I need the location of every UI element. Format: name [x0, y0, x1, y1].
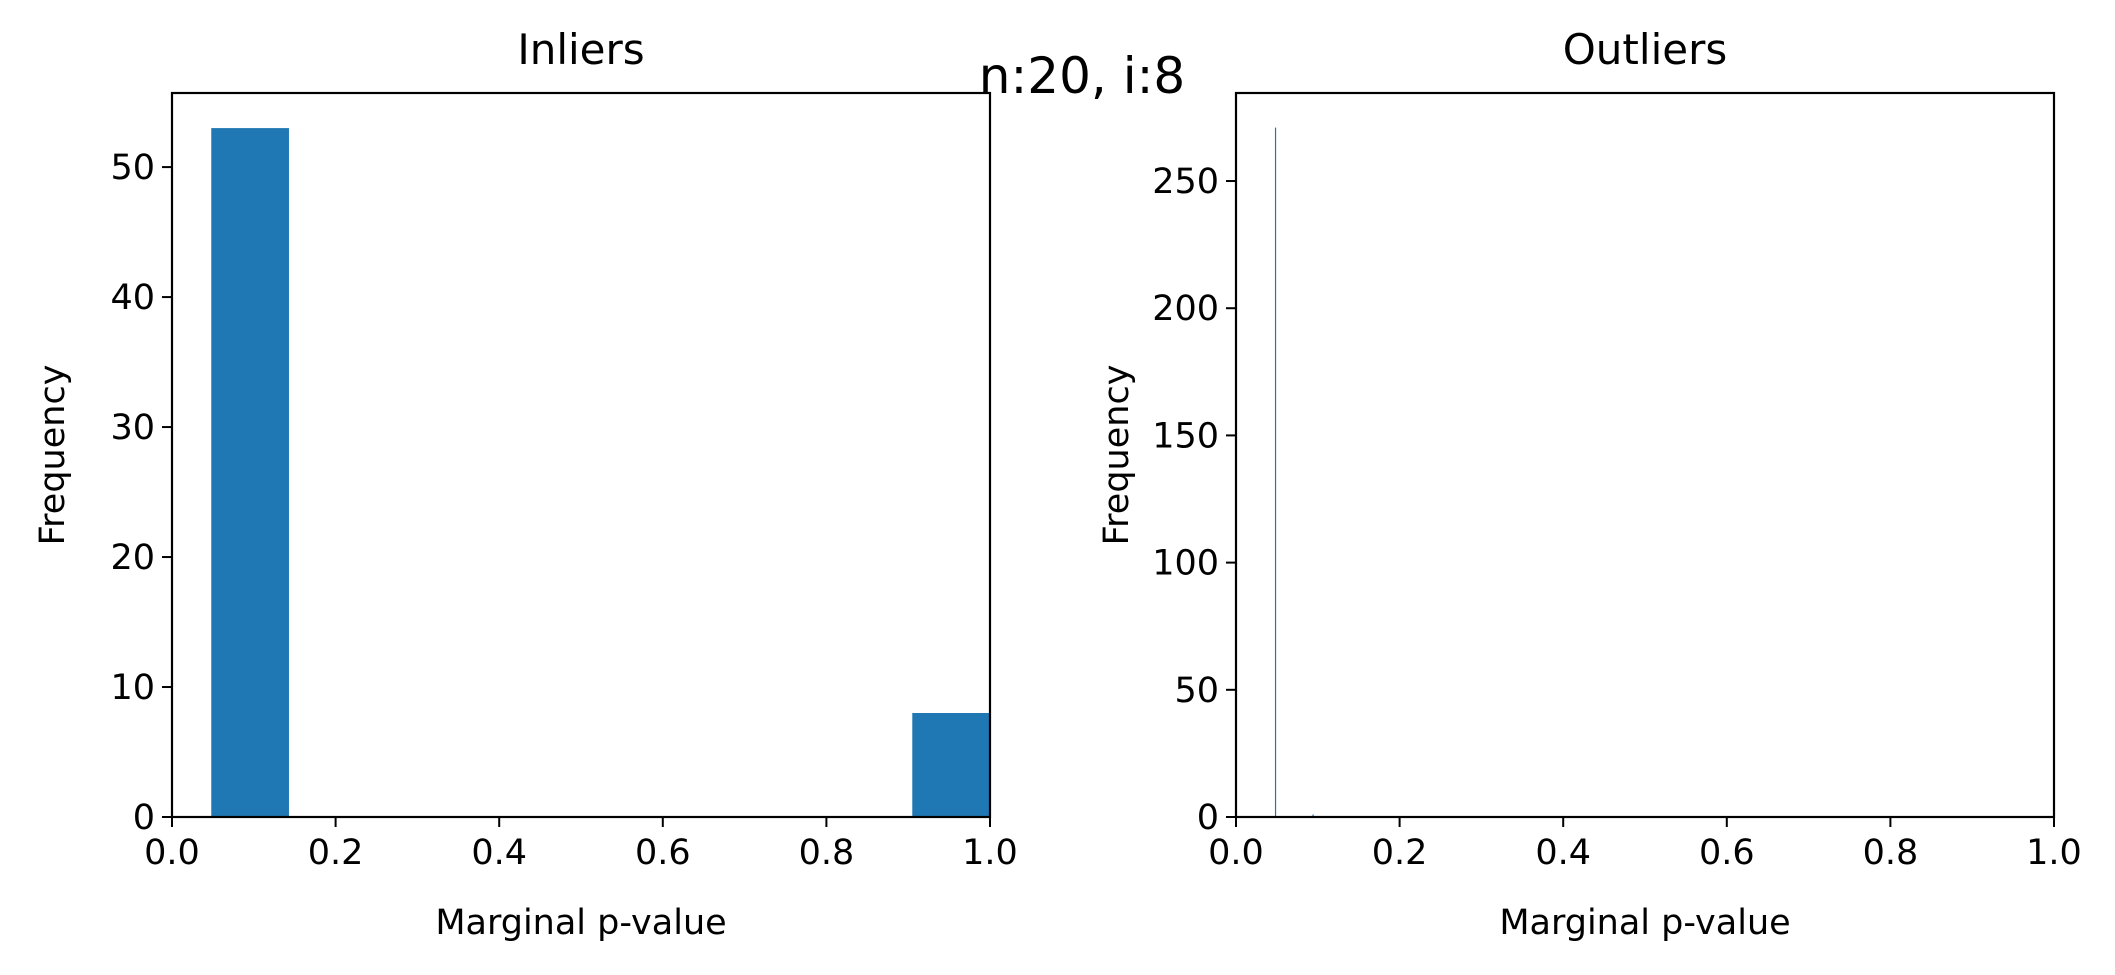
histogram-bar — [912, 713, 990, 817]
y-tick-label: 200 — [1152, 289, 1219, 329]
y-axis-label: Frequency — [33, 365, 73, 546]
x-tick-label: 0.6 — [1699, 833, 1755, 873]
x-axis-label: Marginal p-value — [435, 903, 726, 943]
x-tick-label: 0.4 — [1535, 833, 1591, 873]
x-tick-label: 0.2 — [308, 833, 364, 873]
y-tick-label: 40 — [110, 278, 155, 318]
chart-title: Outliers — [1563, 25, 1727, 74]
y-axis-label: Frequency — [1097, 365, 1137, 546]
axes-frame — [170, 91, 992, 819]
x-tick-label: 0.8 — [799, 833, 855, 873]
histogram-bar — [211, 128, 289, 817]
x-tick-label: 1.0 — [2026, 833, 2082, 873]
x-tick-label: 1.0 — [962, 833, 1018, 873]
x-tick-label: 0.6 — [635, 833, 691, 873]
chart-panel-1: 0.0 0.2 0.4 0.6 0.8 1.0 0 10 20 30 40 50 Inliers Marg… — [33, 25, 1018, 943]
y-tick-label: 250 — [1152, 162, 1219, 202]
axes-frame — [1234, 91, 2056, 819]
x-axis-label: Marginal p-value — [1499, 903, 1790, 943]
y-tick-label: 50 — [1174, 671, 1219, 711]
y-tick-label: 50 — [110, 148, 155, 188]
x-tick-label: 0.4 — [471, 833, 527, 873]
y-tick-label: 150 — [1152, 416, 1219, 456]
y-tick-label: 0 — [1197, 798, 1219, 838]
x-tick-label: 0.0 — [144, 833, 200, 873]
chart-title: Inliers — [517, 25, 644, 74]
x-tick-label: 0.8 — [1863, 833, 1919, 873]
histogram-bar — [1312, 814, 1314, 817]
y-tick-label: 20 — [110, 538, 155, 578]
y-tick-label: 0 — [133, 798, 155, 838]
figure-suptitle: n:20, i:8 — [979, 47, 1186, 105]
x-tick-label: 0.0 — [1208, 833, 1264, 873]
histogram-bar — [1274, 127, 1277, 817]
chart-panel-2: 0.0 0.2 0.4 0.6 0.8 1.0 0 50 100 150 200 250 Outlier… — [1097, 25, 2082, 943]
x-tick-label: 0.2 — [1372, 833, 1428, 873]
y-tick-label: 10 — [110, 668, 155, 708]
y-tick-label: 100 — [1152, 544, 1219, 584]
y-tick-label: 30 — [110, 408, 155, 448]
